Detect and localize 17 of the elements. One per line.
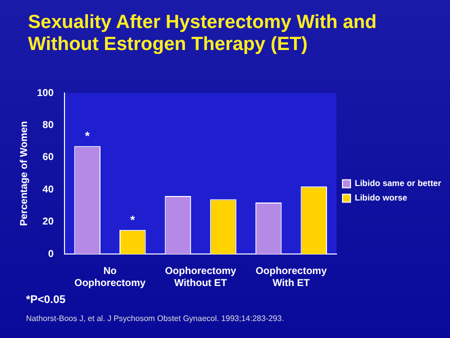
chart-title: Sexuality After Hysterectomy With and Without Estrogen Therapy (ET) [28,12,378,56]
y-tick-label: 100 [36,88,54,99]
x-tick-label: Oophorectomy With ET [256,266,328,289]
data-label: * [130,212,136,227]
y-axis-title: Percentage of Women [18,121,30,226]
text: *P<0.05 [26,294,66,306]
y-tick-label: 20 [42,216,54,228]
y-tick-label: 80 [42,120,54,131]
y-tick-label: 40 [42,184,54,196]
x-tick-label: Oophorectomy Without ET [165,266,237,289]
y-tick-label: 60 [42,152,54,164]
x-tick-label: No Oophorectomy [74,266,146,289]
legend-label: Libido same or better [354,178,442,188]
y-tick-label: 0 [48,248,54,260]
legend-label: Libido worse [354,192,408,203]
text: Nathorst-Boos J, et al. J Psychosom Obstet Gynaecol. 1993;14:283-293. [26,314,284,323]
data-label: * [85,129,90,144]
